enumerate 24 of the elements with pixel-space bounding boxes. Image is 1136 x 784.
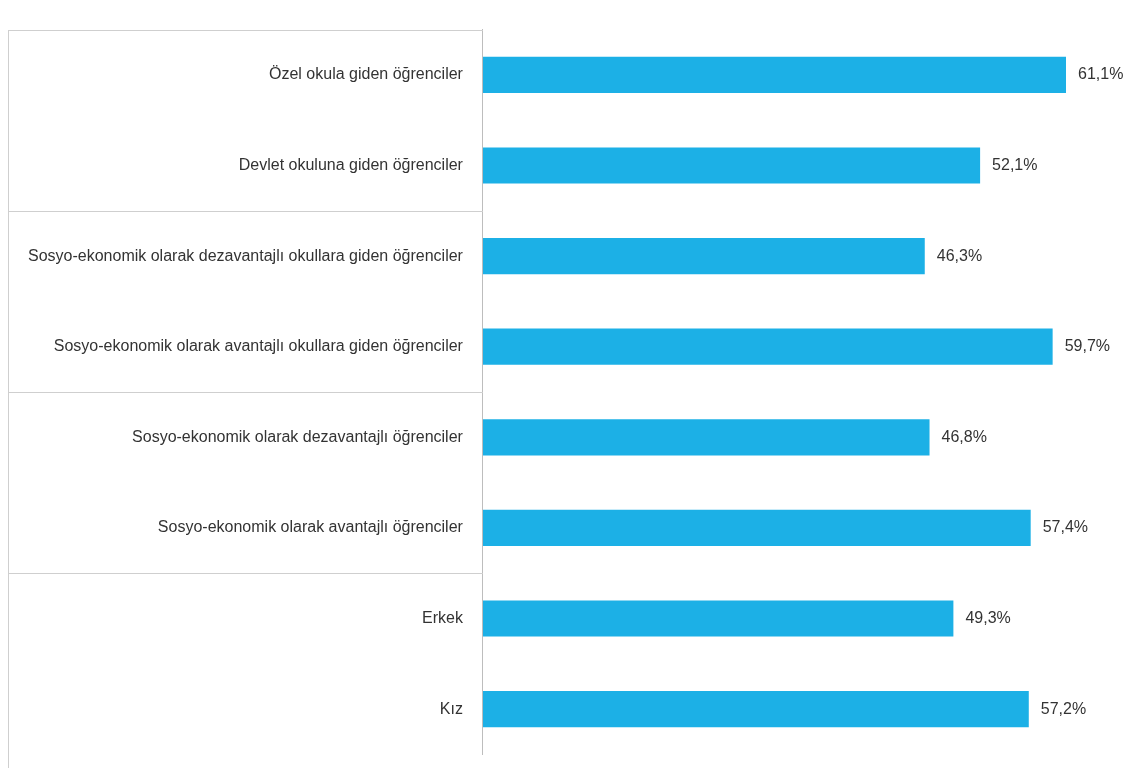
bar [482,600,954,637]
data-label: 57,4% [1042,518,1089,536]
y-tick-label: Kız [439,699,463,717]
bar [482,328,1053,365]
data-label: 49,3% [965,608,1011,626]
bar [482,237,925,275]
data-label: 59,7% [1064,337,1111,355]
data-label: 57,2% [1040,699,1087,717]
y-tick-label: Sosyo-ekonomik olarak dezavantajlı öğrenciler [132,427,464,445]
bar [482,509,1031,547]
y-tick-label: Erkek [422,608,464,626]
bar [482,690,1029,728]
bar [482,147,981,184]
y-tick-label: Sosyo-ekonomik olarak dezavantajlı okullara giden öğrenciler [28,246,464,264]
bar [482,56,1066,94]
bar [482,419,930,456]
data-label: 52,1% [992,155,1038,173]
y-tick-label: Sosyo-ekonomik olarak avantajlı okullara giden öğrenciler [53,337,464,355]
data-label: 61,1% [1078,65,1124,83]
y-tick-label: Devlet okuluna giden öğrenciler [238,155,464,173]
y-tick-label: Özel okula giden öğrenciler [269,65,464,83]
data-label: 46,8% [941,427,987,445]
data-label: 46,3% [936,246,983,264]
y-tick-label: Sosyo-ekonomik olarak avantajlı öğrenciler [157,518,464,536]
